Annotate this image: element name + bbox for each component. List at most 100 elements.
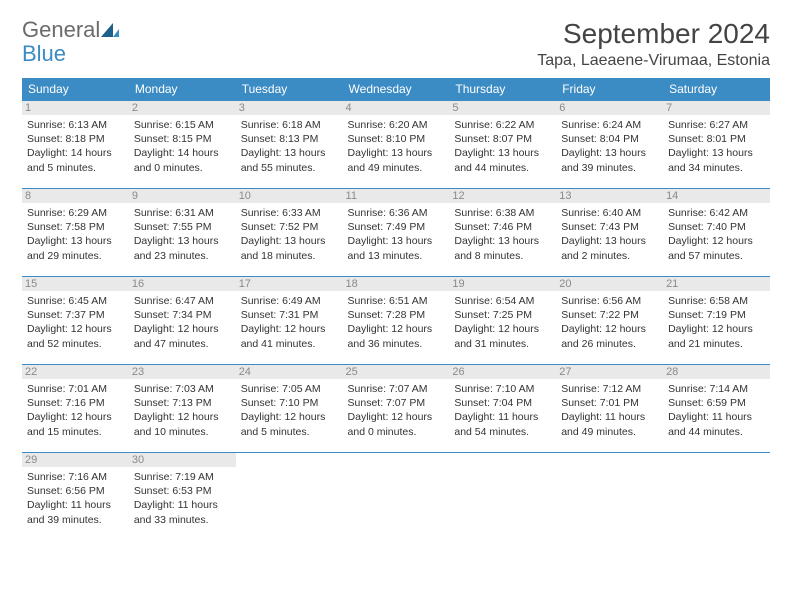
calendar-cell: 30Sunrise: 7:19 AMSunset: 6:53 PMDayligh… [129,453,236,541]
calendar-row: 1Sunrise: 6:13 AMSunset: 8:18 PMDaylight… [22,101,770,189]
daylight-line-1: Daylight: 12 hours [27,410,124,424]
sunrise-line: Sunrise: 6:31 AM [134,206,231,220]
calendar-cell: 26Sunrise: 7:10 AMSunset: 7:04 PMDayligh… [449,365,556,453]
day-number: 9 [129,189,236,203]
sunrise-line: Sunrise: 7:03 AM [134,382,231,396]
day-number: 1 [22,101,129,115]
weekday-header: Sunday [22,78,129,101]
day-number: 8 [22,189,129,203]
daylight-line-1: Daylight: 12 hours [454,322,551,336]
daylight-line-2: and 0 minutes. [348,425,445,439]
calendar-row: 15Sunrise: 6:45 AMSunset: 7:37 PMDayligh… [22,277,770,365]
logo-word1: General [22,17,100,42]
daylight-line-1: Daylight: 13 hours [561,146,658,160]
day-number: 26 [449,365,556,379]
calendar-cell [236,453,343,541]
sunrise-line: Sunrise: 6:40 AM [561,206,658,220]
sunrise-line: Sunrise: 7:14 AM [668,382,765,396]
day-number: 25 [343,365,450,379]
weekday-header: Tuesday [236,78,343,101]
daylight-line-2: and 23 minutes. [134,249,231,263]
daylight-line-2: and 26 minutes. [561,337,658,351]
day-number: 6 [556,101,663,115]
sunrise-line: Sunrise: 6:49 AM [241,294,338,308]
sunrise-line: Sunrise: 7:12 AM [561,382,658,396]
daylight-line-2: and 31 minutes. [454,337,551,351]
day-number: 15 [22,277,129,291]
sunrise-line: Sunrise: 6:58 AM [668,294,765,308]
logo: General Blue [22,18,119,66]
sunset-line: Sunset: 7:31 PM [241,308,338,322]
sunset-line: Sunset: 7:52 PM [241,220,338,234]
sunset-line: Sunset: 8:15 PM [134,132,231,146]
sunset-line: Sunset: 6:53 PM [134,484,231,498]
sunset-line: Sunset: 7:43 PM [561,220,658,234]
daylight-line-1: Daylight: 11 hours [454,410,551,424]
header: General Blue September 2024 Tapa, Laeaen… [22,18,770,70]
calendar-cell: 16Sunrise: 6:47 AMSunset: 7:34 PMDayligh… [129,277,236,365]
calendar-cell [663,453,770,541]
weekday-header: Saturday [663,78,770,101]
daylight-line-2: and 49 minutes. [561,425,658,439]
day-number: 12 [449,189,556,203]
sunrise-line: Sunrise: 6:54 AM [454,294,551,308]
sunrise-line: Sunrise: 7:16 AM [27,470,124,484]
day-number: 21 [663,277,770,291]
daylight-line-1: Daylight: 14 hours [134,146,231,160]
calendar-table: SundayMondayTuesdayWednesdayThursdayFrid… [22,78,770,541]
daylight-line-1: Daylight: 12 hours [348,410,445,424]
day-number: 29 [22,453,129,467]
day-number: 28 [663,365,770,379]
sunset-line: Sunset: 7:28 PM [348,308,445,322]
daylight-line-1: Daylight: 12 hours [348,322,445,336]
calendar-cell [343,453,450,541]
daylight-line-2: and 44 minutes. [668,425,765,439]
day-number: 5 [449,101,556,115]
sunset-line: Sunset: 7:04 PM [454,396,551,410]
daylight-line-1: Daylight: 13 hours [241,146,338,160]
calendar-cell: 12Sunrise: 6:38 AMSunset: 7:46 PMDayligh… [449,189,556,277]
sunset-line: Sunset: 7:19 PM [668,308,765,322]
daylight-line-1: Daylight: 13 hours [454,146,551,160]
sunset-line: Sunset: 7:16 PM [27,396,124,410]
sunset-line: Sunset: 7:22 PM [561,308,658,322]
sunrise-line: Sunrise: 6:56 AM [561,294,658,308]
calendar-cell: 15Sunrise: 6:45 AMSunset: 7:37 PMDayligh… [22,277,129,365]
daylight-line-2: and 33 minutes. [134,513,231,527]
day-number: 17 [236,277,343,291]
daylight-line-1: Daylight: 12 hours [27,322,124,336]
day-number: 4 [343,101,450,115]
calendar-cell: 14Sunrise: 6:42 AMSunset: 7:40 PMDayligh… [663,189,770,277]
sunset-line: Sunset: 6:56 PM [27,484,124,498]
sunset-line: Sunset: 7:25 PM [454,308,551,322]
sunrise-line: Sunrise: 6:22 AM [454,118,551,132]
daylight-line-2: and 55 minutes. [241,161,338,175]
weekday-header: Monday [129,78,236,101]
sunset-line: Sunset: 7:49 PM [348,220,445,234]
weekday-header-row: SundayMondayTuesdayWednesdayThursdayFrid… [22,78,770,101]
daylight-line-2: and 54 minutes. [454,425,551,439]
daylight-line-2: and 44 minutes. [454,161,551,175]
location: Tapa, Laeaene-Virumaa, Estonia [537,52,770,70]
calendar-cell: 9Sunrise: 6:31 AMSunset: 7:55 PMDaylight… [129,189,236,277]
sunrise-line: Sunrise: 6:27 AM [668,118,765,132]
sunset-line: Sunset: 7:01 PM [561,396,658,410]
daylight-line-2: and 15 minutes. [27,425,124,439]
sunrise-line: Sunrise: 6:38 AM [454,206,551,220]
sunrise-line: Sunrise: 7:05 AM [241,382,338,396]
sunset-line: Sunset: 7:58 PM [27,220,124,234]
sunset-line: Sunset: 7:37 PM [27,308,124,322]
sunset-line: Sunset: 7:13 PM [134,396,231,410]
daylight-line-2: and 57 minutes. [668,249,765,263]
sunset-line: Sunset: 7:46 PM [454,220,551,234]
calendar-cell: 1Sunrise: 6:13 AMSunset: 8:18 PMDaylight… [22,101,129,189]
daylight-line-1: Daylight: 13 hours [241,234,338,248]
calendar-cell: 6Sunrise: 6:24 AMSunset: 8:04 PMDaylight… [556,101,663,189]
sunset-line: Sunset: 7:07 PM [348,396,445,410]
sunset-line: Sunset: 8:07 PM [454,132,551,146]
calendar-cell: 17Sunrise: 6:49 AMSunset: 7:31 PMDayligh… [236,277,343,365]
sunrise-line: Sunrise: 6:24 AM [561,118,658,132]
calendar-cell: 27Sunrise: 7:12 AMSunset: 7:01 PMDayligh… [556,365,663,453]
day-number: 23 [129,365,236,379]
calendar-cell: 3Sunrise: 6:18 AMSunset: 8:13 PMDaylight… [236,101,343,189]
